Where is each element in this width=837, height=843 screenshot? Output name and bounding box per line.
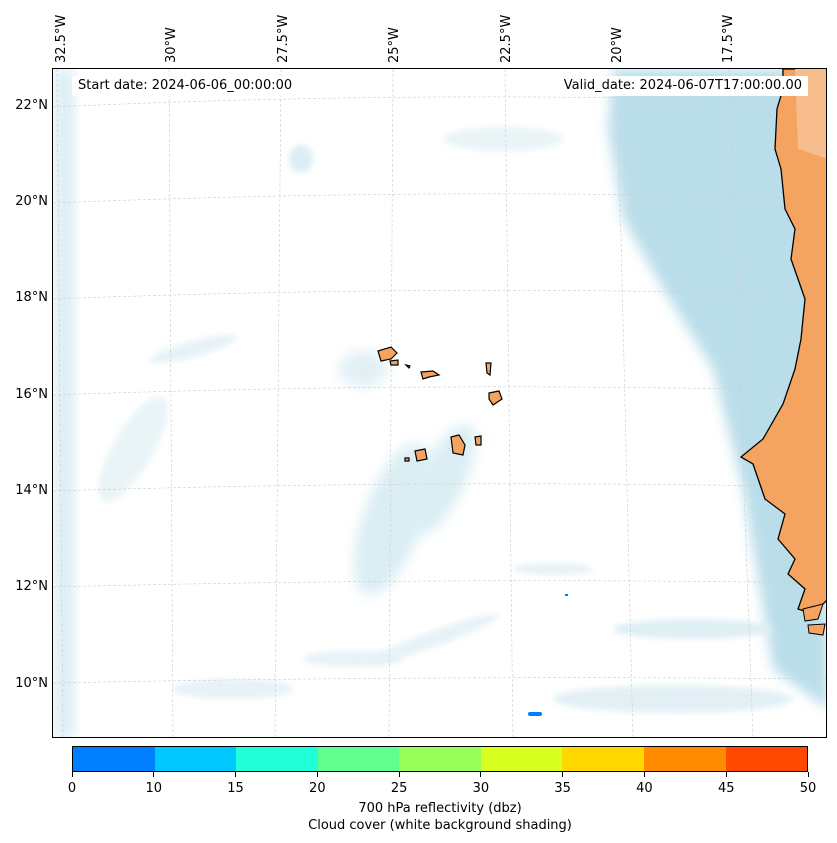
colorbar-segment xyxy=(317,747,400,771)
lat-label-10n: 10°N xyxy=(15,676,48,691)
map-panel xyxy=(52,68,827,738)
colorbar-tick-label: 35 xyxy=(554,781,571,796)
lat-label-12n: 12°N xyxy=(15,579,48,594)
colorbar-tick-label: 20 xyxy=(309,781,326,796)
colorbar-tick-mark xyxy=(725,772,727,777)
colorbar-tick-mark xyxy=(153,772,155,777)
colorbar-segment xyxy=(480,747,563,771)
reflectivity-echoes xyxy=(528,594,568,716)
lon-label-25w: 25°W xyxy=(387,27,402,63)
colorbar-sublabel: Cloud cover (white background shading) xyxy=(308,818,572,833)
colorbar-tick-label: 10 xyxy=(145,781,163,796)
colorbar-tick-mark xyxy=(235,772,237,777)
colorbar-tick-label: 25 xyxy=(390,781,408,796)
colorbar-tick-mark xyxy=(71,772,73,777)
lat-label-18n: 18°N xyxy=(15,290,48,305)
lon-label-30w: 30°W xyxy=(164,27,179,63)
lon-label-32-5w: 32.5°W xyxy=(54,14,69,63)
colorbar-tick-mark xyxy=(398,772,400,777)
colorbar-segment xyxy=(643,747,726,771)
valid-date-label: Valid_date: 2024-06-07T17:00:00.00 xyxy=(557,76,808,96)
cloud-cover-shading xyxy=(53,69,826,737)
cape-verde-islands xyxy=(377,346,503,462)
lat-label-16n: 16°N xyxy=(15,387,48,402)
colorbar-segment xyxy=(725,747,808,771)
colorbar-tick-mark xyxy=(562,772,564,777)
lat-label-20n: 20°N xyxy=(15,194,48,209)
reflectivity-colorbar xyxy=(72,746,808,772)
colorbar-tick-mark xyxy=(807,772,809,777)
colorbar-tick-mark xyxy=(480,772,482,777)
colorbar-tick-label: 15 xyxy=(227,781,244,796)
colorbar-segment xyxy=(562,747,644,771)
map-canvas xyxy=(53,69,826,737)
lon-label-20w: 20°W xyxy=(610,27,625,63)
lon-label-17-5w: 17.5°W xyxy=(721,14,736,63)
colorbar-tick-label: 45 xyxy=(717,781,735,796)
africa-land xyxy=(739,69,826,615)
colorbar-tick-label: 40 xyxy=(636,781,653,796)
colorbar-tick-mark xyxy=(643,772,645,777)
colorbar-segment xyxy=(73,747,155,771)
colorbar-tick-label: 0 xyxy=(67,781,77,796)
lat-label-14n: 14°N xyxy=(15,483,48,498)
lon-label-27-5w: 27.5°W xyxy=(276,14,291,63)
colorbar-tick-label: 30 xyxy=(472,781,490,796)
colorbar-tick-mark xyxy=(316,772,318,777)
colorbar-tick-label: 50 xyxy=(799,781,817,796)
start-date-label: Start date: 2024-06-06_00:00:00 xyxy=(72,76,299,96)
colorbar-segment xyxy=(236,747,318,771)
graticule xyxy=(53,69,826,737)
lon-label-22-5w: 22.5°W xyxy=(499,14,514,63)
colorbar-label: 700 hPa reflectivity (dbz) xyxy=(358,801,522,816)
colorbar-segment xyxy=(399,747,481,771)
lat-label-22n: 22°N xyxy=(15,98,48,113)
colorbar-segment xyxy=(154,747,237,771)
bijagos-islands xyxy=(802,603,826,636)
